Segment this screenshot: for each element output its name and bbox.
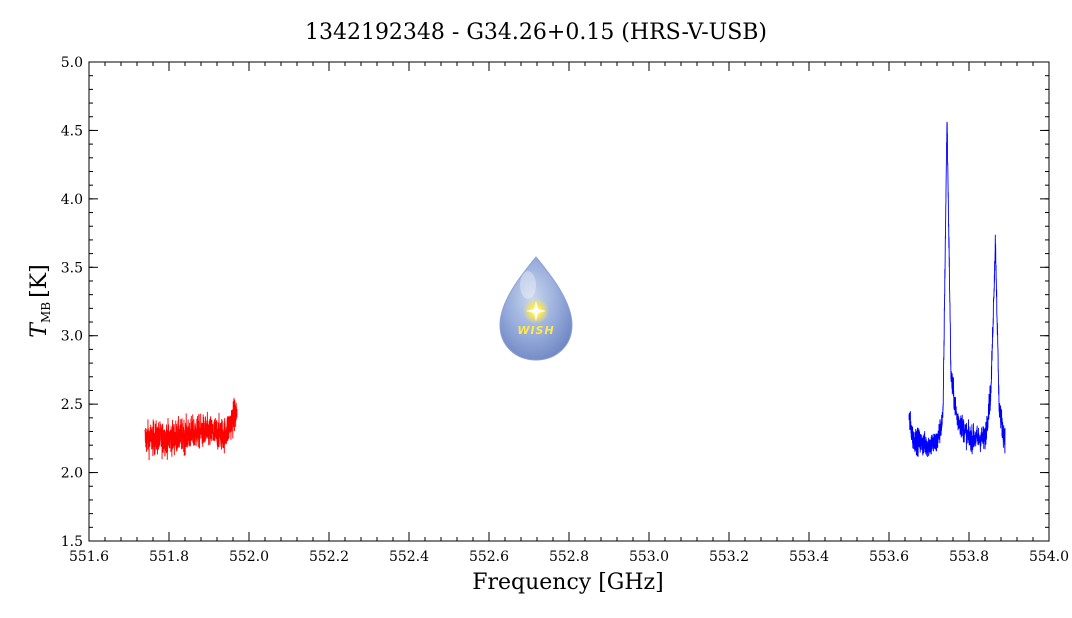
x-tick-label: 551.8 (149, 549, 189, 565)
x-tick-label: 552.2 (309, 549, 349, 565)
spectrum-series-2 (908, 121, 1006, 458)
y-tick-label: 3.0 (61, 329, 83, 345)
spectrum-series-1 (144, 397, 238, 461)
logo-text: WISH (517, 324, 554, 337)
y-tick-label: 4.0 (61, 192, 83, 208)
x-tick-label: 553.8 (949, 549, 989, 565)
x-tick-label: 553.4 (789, 549, 829, 565)
chart-title: 1342192348 - G34.26+0.15 (HRS-V-USB) (305, 20, 767, 45)
y-tick-label: 1.5 (61, 534, 83, 550)
x-tick-label: 552.0 (229, 549, 269, 565)
svg-text:TMB[K]: TMB [K] (27, 264, 53, 337)
x-tick-label: 553.0 (629, 549, 669, 565)
x-tick-label: 553.6 (869, 549, 909, 565)
x-tick-label: 553.2 (709, 549, 749, 565)
wish-logo: WISH (499, 256, 573, 361)
y-axis-title-unit: [K] (27, 264, 52, 298)
y-tick-labels: 1.5 2.0 2.5 3.0 3.5 4.0 4.5 5.0 (61, 55, 83, 550)
x-tick-label: 552.4 (389, 549, 429, 565)
x-axis-title: Frequency [GHz] (472, 570, 664, 595)
x-tick-label: 552.8 (549, 549, 589, 565)
plot-frame (88, 61, 1050, 542)
ticks-layer (88, 61, 1050, 542)
y-tick-label: 4.5 (61, 123, 83, 139)
x-tick-labels: 551.6 551.8 552.0 552.2 552.4 552.6 552.8 553.0… (69, 549, 1069, 565)
series-layer (144, 121, 1006, 461)
x-tick-label: 554.0 (1029, 549, 1069, 565)
x-tick-label: 552.6 (469, 549, 509, 565)
y-axis-title: TMB [K] (27, 264, 53, 337)
x-tick-label: 551.6 (69, 549, 109, 565)
y-tick-label: 3.5 (61, 260, 83, 276)
y-axis-title-main: T (27, 321, 52, 338)
y-tick-label: 2.0 (61, 466, 83, 482)
y-tick-label: 2.5 (61, 397, 83, 413)
y-tick-label: 5.0 (61, 55, 83, 71)
y-axis-title-sub: MB (39, 302, 53, 323)
